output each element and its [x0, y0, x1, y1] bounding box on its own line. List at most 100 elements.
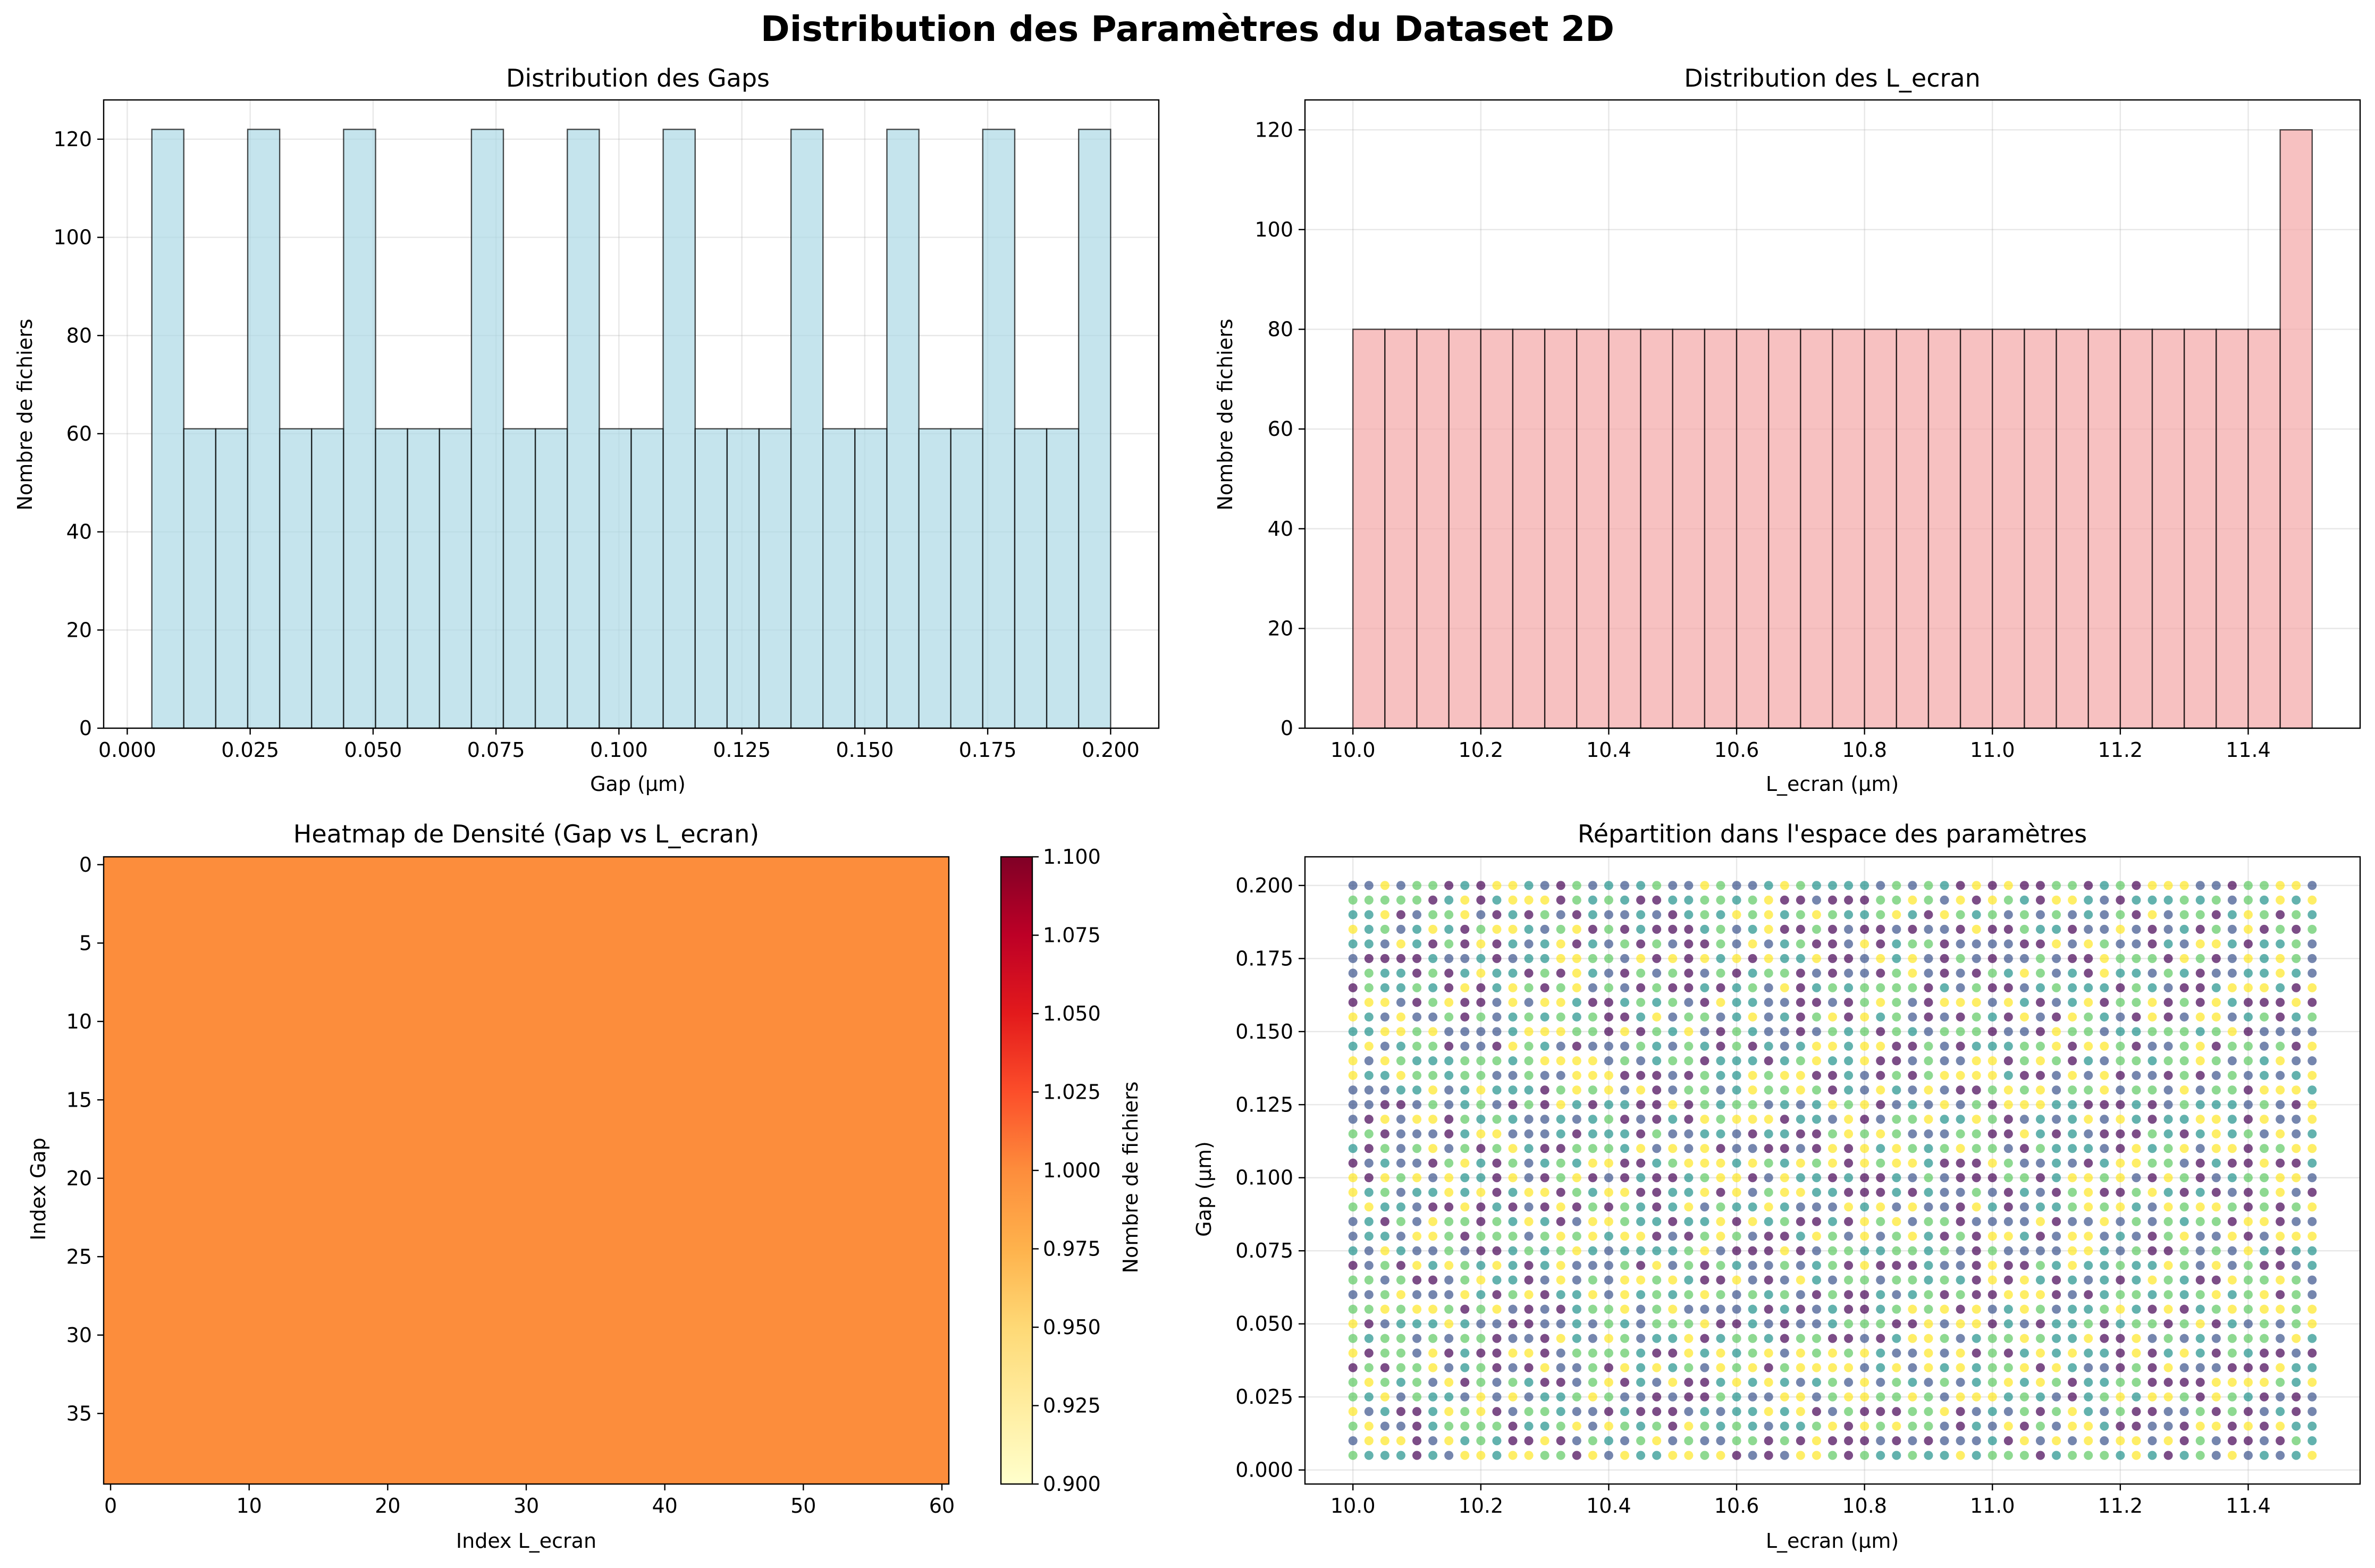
- scatter-point: [1780, 1085, 1789, 1095]
- gap-histogram-title: Distribution des Gaps: [506, 64, 770, 92]
- scatter-point: [2163, 1070, 2173, 1080]
- scatter-point: [1796, 881, 1805, 890]
- scatter-point: [2003, 881, 2013, 890]
- scatter-point: [1396, 1290, 1405, 1300]
- scatter-point: [1668, 910, 1678, 920]
- scatter-point: [2243, 1348, 2253, 1358]
- scatter-point: [1492, 1378, 1502, 1387]
- scatter-point: [1428, 1246, 1438, 1255]
- scatter-point: [1524, 1041, 1534, 1051]
- scatter-point: [1364, 968, 1374, 978]
- scatter-point: [2179, 1115, 2189, 1124]
- colorbar-label: Nombre de fichiers: [1119, 1082, 1142, 1274]
- scatter-point: [2084, 1334, 2093, 1343]
- scatter-point: [1764, 924, 1773, 934]
- scatter-point: [2307, 1348, 2317, 1358]
- scatter-point: [1524, 1085, 1534, 1095]
- scatter-point: [1684, 998, 1694, 1007]
- scatter-point: [1524, 1144, 1534, 1153]
- scatter-point: [1604, 1129, 1613, 1139]
- scatter-point: [1476, 1392, 1486, 1402]
- scatter-point: [2084, 1363, 2093, 1372]
- scatter-point: [1668, 1187, 1678, 1197]
- scatter-point: [2195, 1100, 2205, 1109]
- scatter-point: [2003, 1012, 2013, 1022]
- scatter-point: [1700, 1334, 1709, 1343]
- scatter-point: [2068, 1451, 2077, 1460]
- gap-histogram-y-tick-label: 80: [66, 324, 92, 347]
- scatter-point: [2292, 1100, 2301, 1109]
- scatter-point: [1940, 1100, 1949, 1109]
- scatter-point: [2276, 1334, 2285, 1343]
- scatter-point: [2052, 1202, 2061, 1212]
- scatter-point: [1732, 1100, 1741, 1109]
- scatter-point: [1780, 1012, 1789, 1022]
- scatter-point: [1556, 1290, 1565, 1300]
- scatter-point: [1508, 1187, 1518, 1197]
- scatter-point: [2147, 1187, 2157, 1197]
- scatter-point: [2260, 1232, 2269, 1241]
- scatter-point: [1572, 1392, 1581, 1402]
- scatter-point: [1764, 1041, 1773, 1051]
- scatter-point: [1348, 1085, 1358, 1095]
- scatter-point: [2052, 1421, 2061, 1431]
- scatter-point: [2147, 1115, 2157, 1124]
- scatter-point: [1604, 1363, 1613, 1372]
- scatter-point: [1540, 1451, 1549, 1460]
- colorbar-tick-label: 1.000: [1043, 1159, 1101, 1182]
- scatter-point: [1492, 1304, 1502, 1314]
- lecran-histogram-bar: [2056, 328, 2089, 729]
- scatter-point: [1588, 1407, 1597, 1417]
- scatter-point: [1732, 1232, 1741, 1241]
- scatter-point: [1492, 954, 1502, 963]
- scatter-point: [1684, 1275, 1694, 1285]
- scatter-point: [2211, 1027, 2221, 1036]
- scatter-point: [1940, 1027, 1949, 1036]
- scatter-point: [2100, 983, 2109, 992]
- scatter-point: [2035, 1290, 2045, 1300]
- scatter-point: [1524, 1232, 1534, 1241]
- scatter-point: [1972, 1202, 1981, 1212]
- scatter-point: [1524, 1392, 1534, 1402]
- scatter-point: [1956, 1012, 1965, 1022]
- gap-histogram-x-tick-label: 0.125: [713, 738, 771, 762]
- gap-histogram-panel: Distribution des Gaps 0.000 0.025 0.050 0.0…: [13, 64, 1160, 796]
- scatter-point: [2100, 1041, 2109, 1051]
- scatter-point: [1764, 998, 1773, 1007]
- scatter-point: [1860, 1392, 1869, 1402]
- scatter-point: [1444, 954, 1454, 963]
- scatter-point: [1588, 1261, 1597, 1270]
- scatter-point: [2035, 1129, 2045, 1139]
- scatter-point: [1780, 1027, 1789, 1036]
- scatter-point: [1924, 998, 1933, 1007]
- gap-histogram-bar: [694, 428, 728, 729]
- scatter-point: [1476, 1421, 1486, 1431]
- scatter-point: [1796, 1056, 1805, 1066]
- scatter-point: [1492, 1436, 1502, 1446]
- scatter-point: [2116, 1202, 2125, 1212]
- scatter-point: [1540, 1246, 1549, 1255]
- scatter-point: [1524, 939, 1534, 949]
- scatter-point: [1380, 1290, 1389, 1300]
- scatter-point: [2132, 983, 2141, 992]
- scatter-point: [1844, 1407, 1854, 1417]
- scatter-point: [2147, 881, 2157, 890]
- scatter-point: [2179, 1158, 2189, 1168]
- scatter-point: [1428, 1392, 1438, 1402]
- scatter-point: [2100, 1056, 2109, 1066]
- scatter-point: [2019, 998, 2029, 1007]
- scatter-point: [2243, 1334, 2253, 1343]
- scatter-point: [1572, 1232, 1581, 1241]
- scatter-point: [1588, 1158, 1597, 1168]
- scatter-point: [1588, 1246, 1597, 1255]
- scatter-point: [2019, 1304, 2029, 1314]
- scatter-point: [1844, 910, 1854, 920]
- scatter-point: [2227, 1070, 2237, 1080]
- scatter-point: [1684, 1202, 1694, 1212]
- scatter-point: [1908, 1304, 1917, 1314]
- scatter-point: [2243, 954, 2253, 963]
- scatter-point: [2211, 1246, 2221, 1255]
- scatter-point: [2132, 1407, 2141, 1417]
- scatter-point: [1987, 1378, 1997, 1387]
- scatter-point: [1668, 1261, 1678, 1270]
